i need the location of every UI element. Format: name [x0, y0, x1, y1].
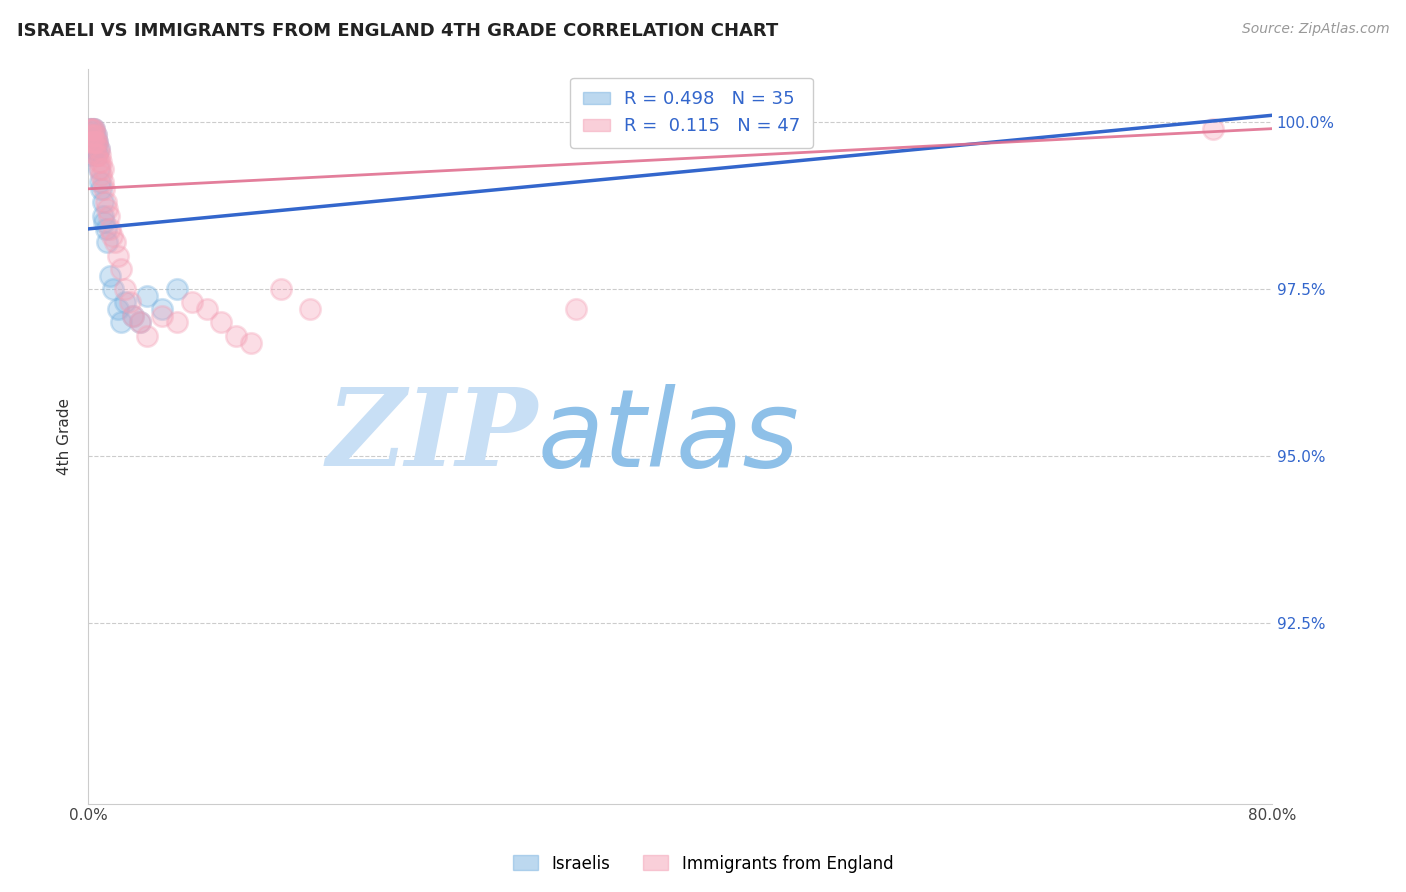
Point — [79, 121, 101, 136]
Point — [83, 135, 105, 149]
Point — [107, 302, 129, 317]
Point — [209, 316, 232, 330]
Point — [166, 316, 188, 330]
Point — [94, 222, 117, 236]
Point — [80, 121, 103, 136]
Point — [136, 328, 159, 343]
Point — [195, 302, 218, 317]
Point — [180, 295, 202, 310]
Point — [114, 295, 136, 310]
Point — [82, 142, 104, 156]
Point — [91, 209, 114, 223]
Point — [91, 195, 114, 210]
Point — [239, 335, 262, 350]
Point — [83, 121, 105, 136]
Point — [84, 135, 107, 149]
Point — [166, 282, 188, 296]
Point — [86, 148, 108, 162]
Text: ISRAELI VS IMMIGRANTS FROM ENGLAND 4TH GRADE CORRELATION CHART: ISRAELI VS IMMIGRANTS FROM ENGLAND 4TH G… — [17, 22, 778, 40]
Point — [103, 282, 125, 296]
Legend: Israelis, Immigrants from England: Israelis, Immigrants from England — [506, 848, 900, 880]
Point — [86, 135, 108, 149]
Point — [79, 135, 101, 149]
Y-axis label: 4th Grade: 4th Grade — [58, 398, 72, 475]
Point — [84, 135, 107, 149]
Point — [121, 309, 143, 323]
Point — [121, 309, 143, 323]
Text: ZIP: ZIP — [326, 383, 538, 489]
Point — [87, 155, 110, 169]
Point — [1202, 121, 1225, 136]
Point — [87, 142, 110, 156]
Point — [96, 235, 118, 250]
Point — [80, 135, 103, 149]
Point — [82, 128, 104, 143]
Point — [83, 121, 105, 136]
Text: Source: ZipAtlas.com: Source: ZipAtlas.com — [1241, 22, 1389, 37]
Point — [82, 135, 104, 149]
Point — [98, 222, 121, 236]
Point — [79, 128, 101, 143]
Point — [89, 161, 111, 176]
Point — [94, 195, 117, 210]
Point — [114, 282, 136, 296]
Point — [84, 148, 107, 162]
Legend: R = 0.498   N = 35, R =  0.115   N = 47: R = 0.498 N = 35, R = 0.115 N = 47 — [569, 78, 813, 148]
Point — [84, 128, 107, 143]
Point — [90, 155, 112, 169]
Point — [89, 175, 111, 189]
Point — [98, 268, 121, 283]
Point — [83, 128, 105, 143]
Point — [129, 316, 152, 330]
Point — [87, 161, 110, 176]
Point — [110, 262, 132, 277]
Point — [80, 148, 103, 162]
Point — [270, 282, 292, 296]
Point — [93, 182, 115, 196]
Point — [565, 302, 588, 317]
Point — [150, 302, 173, 317]
Point — [87, 142, 110, 156]
Point — [93, 215, 115, 229]
Point — [84, 128, 107, 143]
Point — [82, 121, 104, 136]
Point — [91, 175, 114, 189]
Point — [83, 142, 105, 156]
Point — [90, 169, 112, 183]
Point — [90, 182, 112, 196]
Point — [110, 316, 132, 330]
Point — [104, 235, 127, 250]
Point — [101, 228, 124, 243]
Point — [84, 142, 107, 156]
Point — [91, 161, 114, 176]
Point — [86, 135, 108, 149]
Text: atlas: atlas — [538, 384, 800, 489]
Point — [118, 295, 141, 310]
Point — [96, 202, 118, 216]
Point — [150, 309, 173, 323]
Point — [80, 121, 103, 136]
Point — [107, 249, 129, 263]
Point — [136, 289, 159, 303]
Point — [79, 121, 101, 136]
Point — [89, 148, 111, 162]
Point — [299, 302, 322, 317]
Point — [86, 148, 108, 162]
Point — [80, 135, 103, 149]
Point — [225, 328, 247, 343]
Point — [97, 209, 120, 223]
Point — [129, 316, 152, 330]
Point — [82, 128, 104, 143]
Point — [82, 121, 104, 136]
